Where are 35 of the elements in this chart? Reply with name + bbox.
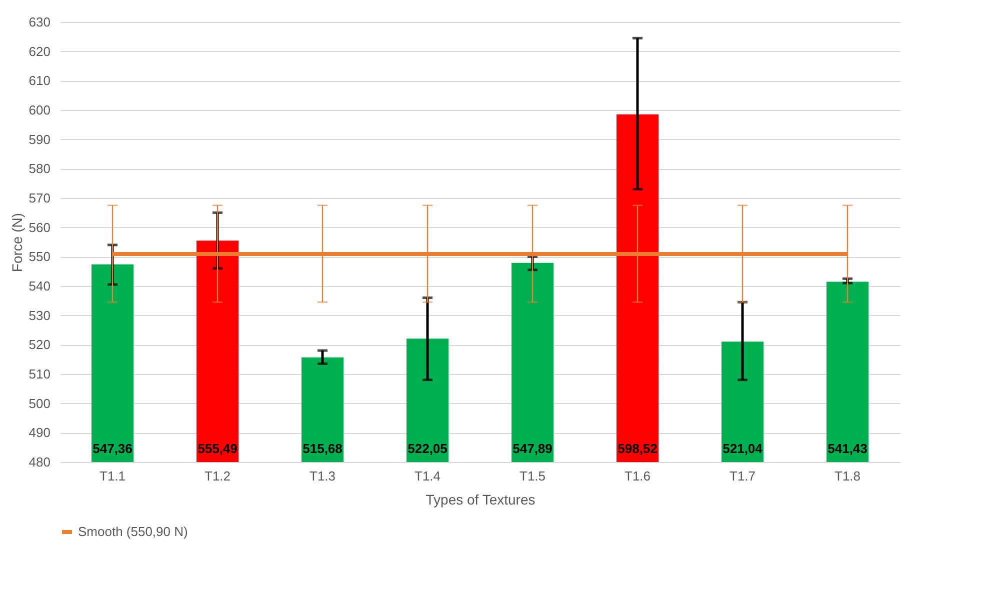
- y-tick-label: 560: [28, 220, 50, 235]
- data-label: 555,49: [198, 441, 238, 456]
- y-tick-label: 580: [28, 161, 50, 176]
- data-label: 547,36: [92, 441, 132, 456]
- x-tick-label: T1.5: [519, 468, 546, 484]
- y-axis-title: Force (N): [8, 212, 25, 272]
- data-label: 521,04: [722, 441, 764, 456]
- y-tick-label: 620: [28, 44, 50, 59]
- y-tick-label: 540: [28, 278, 50, 294]
- data-label: 598,52: [618, 441, 658, 456]
- x-tick-label: T1.2: [204, 468, 231, 484]
- x-axis-title: Types of Textures: [426, 492, 536, 508]
- legend-label: Smooth (550,90 N): [78, 524, 188, 539]
- y-tick-label: 550: [28, 249, 50, 264]
- y-tick-label: 610: [28, 73, 50, 88]
- data-label: 541,43: [828, 441, 868, 456]
- x-tick-label: T1.6: [624, 468, 651, 484]
- x-tick-label: T1.7: [729, 468, 756, 484]
- y-tick-label: 570: [28, 190, 50, 206]
- x-tick-label: T1.8: [834, 468, 861, 484]
- x-tick-label: T1.1: [99, 468, 126, 484]
- y-tick-label: 530: [28, 308, 50, 323]
- x-tick-label: T1.3: [309, 468, 336, 484]
- data-label: 522,05: [408, 441, 448, 456]
- y-tick-label: 510: [28, 366, 50, 382]
- y-tick-label: 600: [28, 102, 50, 118]
- y-tick-label: 520: [28, 337, 50, 352]
- y-tick-label: 500: [28, 396, 50, 411]
- y-tick-label: 490: [28, 425, 50, 440]
- y-tick-label: 590: [28, 132, 50, 147]
- x-tick-label: T1.4: [414, 468, 441, 484]
- data-label: 547,89: [512, 441, 552, 456]
- y-tick-label: 480: [28, 454, 50, 470]
- y-tick-label: 630: [28, 14, 50, 30]
- data-label: 515,68: [302, 441, 342, 456]
